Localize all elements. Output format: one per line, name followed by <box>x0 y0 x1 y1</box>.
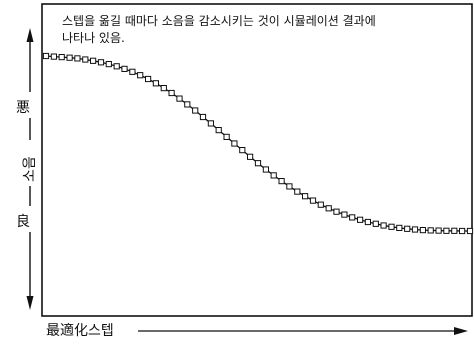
series-line <box>45 55 470 232</box>
data-point <box>302 193 309 200</box>
data-point <box>145 75 152 83</box>
y-axis-label: 소음 <box>22 156 38 182</box>
data-point <box>113 63 120 70</box>
data-point <box>396 224 403 232</box>
data-point <box>451 227 458 234</box>
data-point <box>364 218 371 226</box>
data-point <box>105 61 112 68</box>
data-point <box>192 107 199 114</box>
data-point <box>129 68 136 75</box>
data-point <box>435 227 442 234</box>
y-label-bg-mid <box>20 140 40 186</box>
annotation-line-1: 스텝을 옮길 때마다 소음을 감소시키는 것이 시뮬레이션 결과에 <box>62 14 376 28</box>
data-point <box>427 227 434 234</box>
data-point <box>270 172 277 179</box>
series-layer <box>42 52 474 235</box>
data-point <box>262 166 269 173</box>
data-point <box>160 85 167 92</box>
data-point <box>207 120 215 127</box>
data-point <box>184 101 191 108</box>
data-point <box>286 183 293 190</box>
data-point <box>199 113 207 121</box>
y-top-label: 悪 <box>16 100 30 116</box>
data-point <box>82 56 89 63</box>
data-point <box>152 80 160 87</box>
data-point <box>58 54 65 61</box>
data-point <box>404 225 411 232</box>
data-point <box>309 197 317 204</box>
data-point <box>50 53 57 60</box>
data-point <box>168 89 175 97</box>
data-point <box>254 160 262 167</box>
data-point <box>333 208 340 215</box>
data-point <box>66 54 73 61</box>
y-label-bg-top <box>20 92 40 118</box>
data-point <box>372 220 379 227</box>
data-point <box>325 205 332 212</box>
y-arrow-head-top <box>26 28 34 42</box>
data-point <box>74 55 81 62</box>
data-point <box>42 52 50 60</box>
data-point <box>176 95 183 102</box>
data-point <box>419 227 426 234</box>
data-point <box>294 188 301 195</box>
data-point <box>223 133 230 141</box>
data-point <box>247 153 254 160</box>
y-arrow-head-bottom <box>26 296 34 310</box>
data-point <box>459 227 466 235</box>
data-point <box>278 178 285 185</box>
data-point <box>341 211 348 218</box>
annotation-line-2: 나타나 있음. <box>62 31 125 45</box>
data-point <box>411 226 419 233</box>
data-point <box>466 227 474 235</box>
data-point <box>239 147 246 154</box>
x-axis-label: 最適化스텝 <box>46 322 114 339</box>
data-point <box>388 223 395 230</box>
data-point <box>231 140 238 147</box>
data-point <box>215 127 222 134</box>
data-point <box>443 227 450 234</box>
data-point <box>317 201 324 208</box>
data-point <box>121 65 128 73</box>
data-point <box>137 72 144 79</box>
y-label-bg-bottom <box>20 206 40 232</box>
data-point <box>380 222 387 229</box>
y-bottom-label: 良 <box>16 214 30 230</box>
x-arrow-head <box>454 327 468 335</box>
plot-frame <box>41 3 473 317</box>
data-point <box>349 214 356 221</box>
data-point <box>357 216 364 223</box>
data-point <box>97 59 105 66</box>
data-point <box>90 57 97 64</box>
